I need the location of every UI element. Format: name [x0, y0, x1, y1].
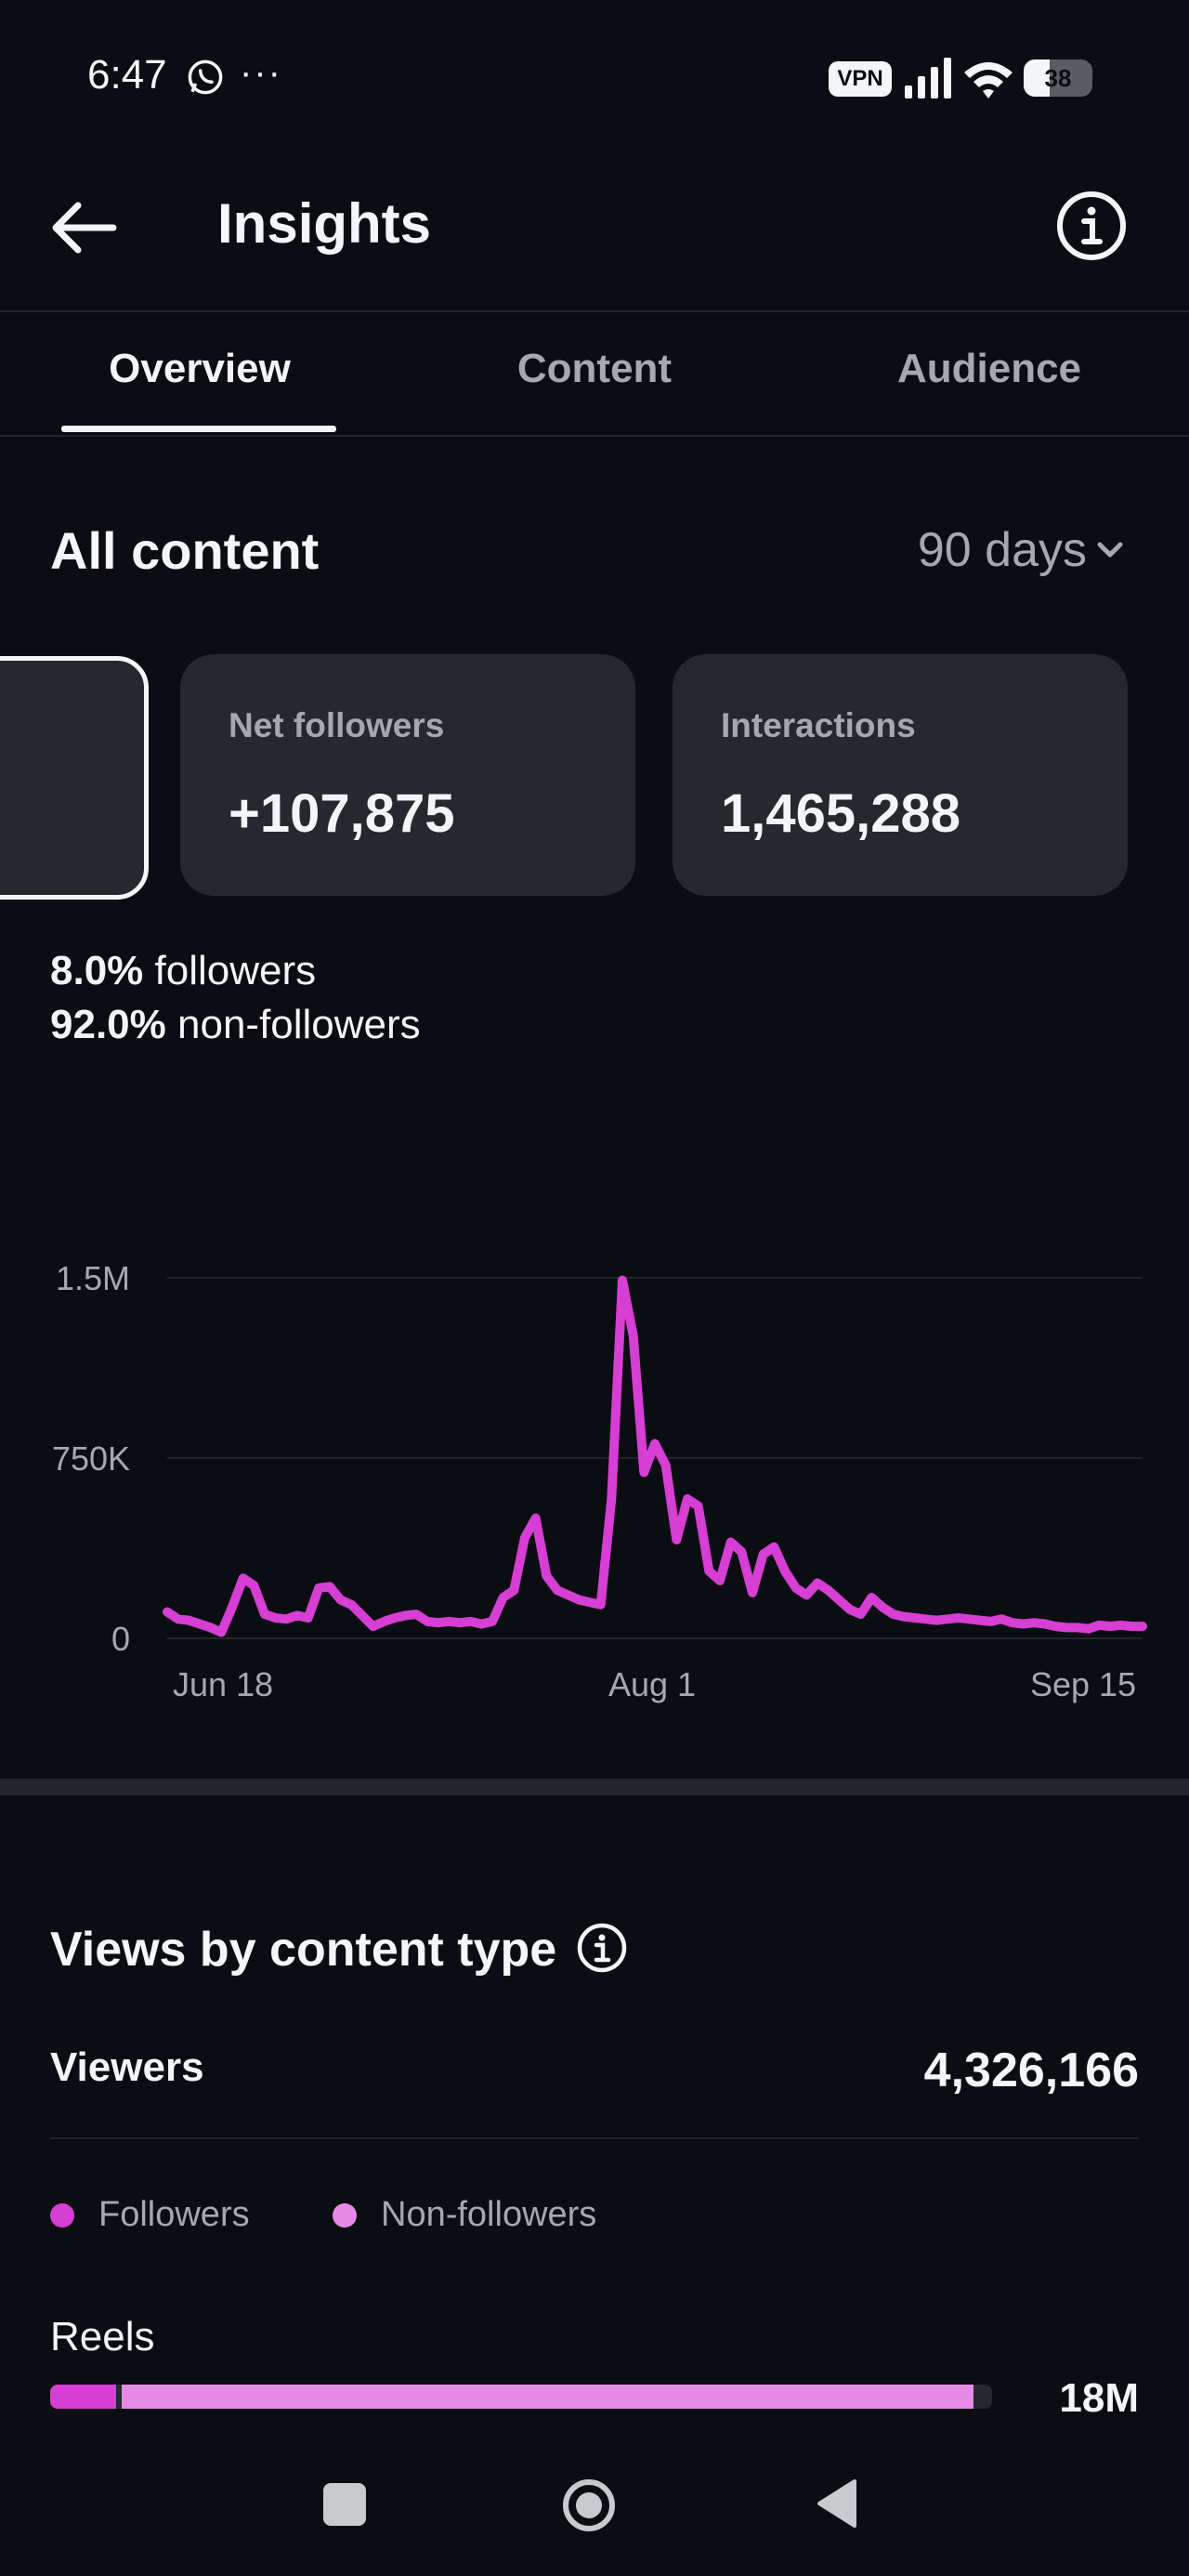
status-time: 6:47: [87, 52, 167, 98]
reels-label: Reels: [50, 2314, 155, 2359]
battery-icon: 38: [1024, 59, 1092, 97]
followers-pct: 8.0%: [50, 948, 144, 993]
views-line-chart: 1.5M 750K 0 Jun 18 Aug 1 Sep 15: [52, 1259, 1147, 1703]
section-title: All content: [50, 521, 320, 580]
views-series-line: [163, 1275, 1147, 1637]
viewers-label: Viewers: [50, 2044, 204, 2090]
y-tick-label: 750K: [52, 1439, 130, 1478]
followers-text: followers: [154, 948, 317, 993]
date-range-select[interactable]: 90 days: [918, 522, 1124, 578]
y-tick-label: 0: [111, 1620, 130, 1658]
header-divider: [0, 310, 1189, 312]
legend-label: Non-followers: [381, 2195, 597, 2234]
arrow-left-icon[interactable]: [46, 195, 121, 260]
metric-card-interactions[interactable]: Interactions 1,465,288: [673, 654, 1128, 896]
legend-label: Followers: [98, 2195, 250, 2234]
metric-card-views[interactable]: [0, 656, 149, 900]
active-tab-indicator: [61, 426, 336, 432]
x-tick-label: Aug 1: [608, 1665, 696, 1703]
card-label: Interactions: [721, 706, 916, 744]
whatsapp-icon: [188, 59, 223, 95]
tab-content[interactable]: Content: [516, 346, 673, 391]
reels-followers-segment: [50, 2385, 116, 2409]
vpn-badge: VPN: [829, 61, 892, 97]
date-range-label: 90 days: [917, 523, 1087, 577]
tabs-divider: [0, 435, 1189, 437]
status-overflow-dots: ···: [240, 52, 282, 93]
back-triangle-icon[interactable]: [814, 2477, 860, 2530]
wifi-icon: [964, 62, 1013, 99]
chevron-down-icon: [1097, 542, 1123, 558]
views-section-title: Views by content type: [50, 1923, 557, 1977]
card-label: Net followers: [229, 706, 445, 744]
home-circle-icon[interactable]: [561, 2477, 617, 2533]
followers-share: 8.0% followers: [50, 948, 316, 994]
page-title: Insights: [217, 192, 432, 255]
legend-non-followers: Non-followers: [333, 2195, 596, 2235]
signal-icon: [905, 58, 951, 99]
metric-card-net-followers[interactable]: Net followers +107,875: [180, 654, 635, 896]
x-tick-label: Jun 18: [173, 1665, 273, 1703]
info-icon[interactable]: [1055, 190, 1128, 262]
legend-dot: [50, 2202, 74, 2228]
battery-level: 38: [1044, 63, 1072, 92]
nonfollowers-pct: 92.0%: [50, 1002, 166, 1047]
card-value: +107,875: [229, 783, 455, 844]
x-tick-label: Sep 15: [1030, 1665, 1136, 1703]
reels-bar: [50, 2385, 992, 2409]
legend-followers: Followers: [50, 2195, 250, 2235]
card-value: 1,465,288: [721, 783, 961, 844]
viewers-value: 4,326,166: [923, 2044, 1139, 2097]
reels-value: 18M: [1059, 2375, 1139, 2421]
legend-dot: [333, 2202, 357, 2228]
info-icon[interactable]: [576, 1922, 628, 1974]
reels-nonfollowers-segment: [121, 2385, 973, 2409]
section-separator: [0, 1779, 1189, 1795]
tab-overview[interactable]: Overview: [109, 346, 291, 391]
recents-square-icon[interactable]: [323, 2483, 366, 2526]
tab-audience[interactable]: Audience: [896, 346, 1082, 391]
y-tick-label: 1.5M: [56, 1259, 130, 1297]
nonfollowers-text: non-followers: [177, 1002, 421, 1047]
viewers-divider: [50, 2137, 1139, 2139]
nonfollowers-share: 92.0% non-followers: [50, 1002, 421, 1048]
